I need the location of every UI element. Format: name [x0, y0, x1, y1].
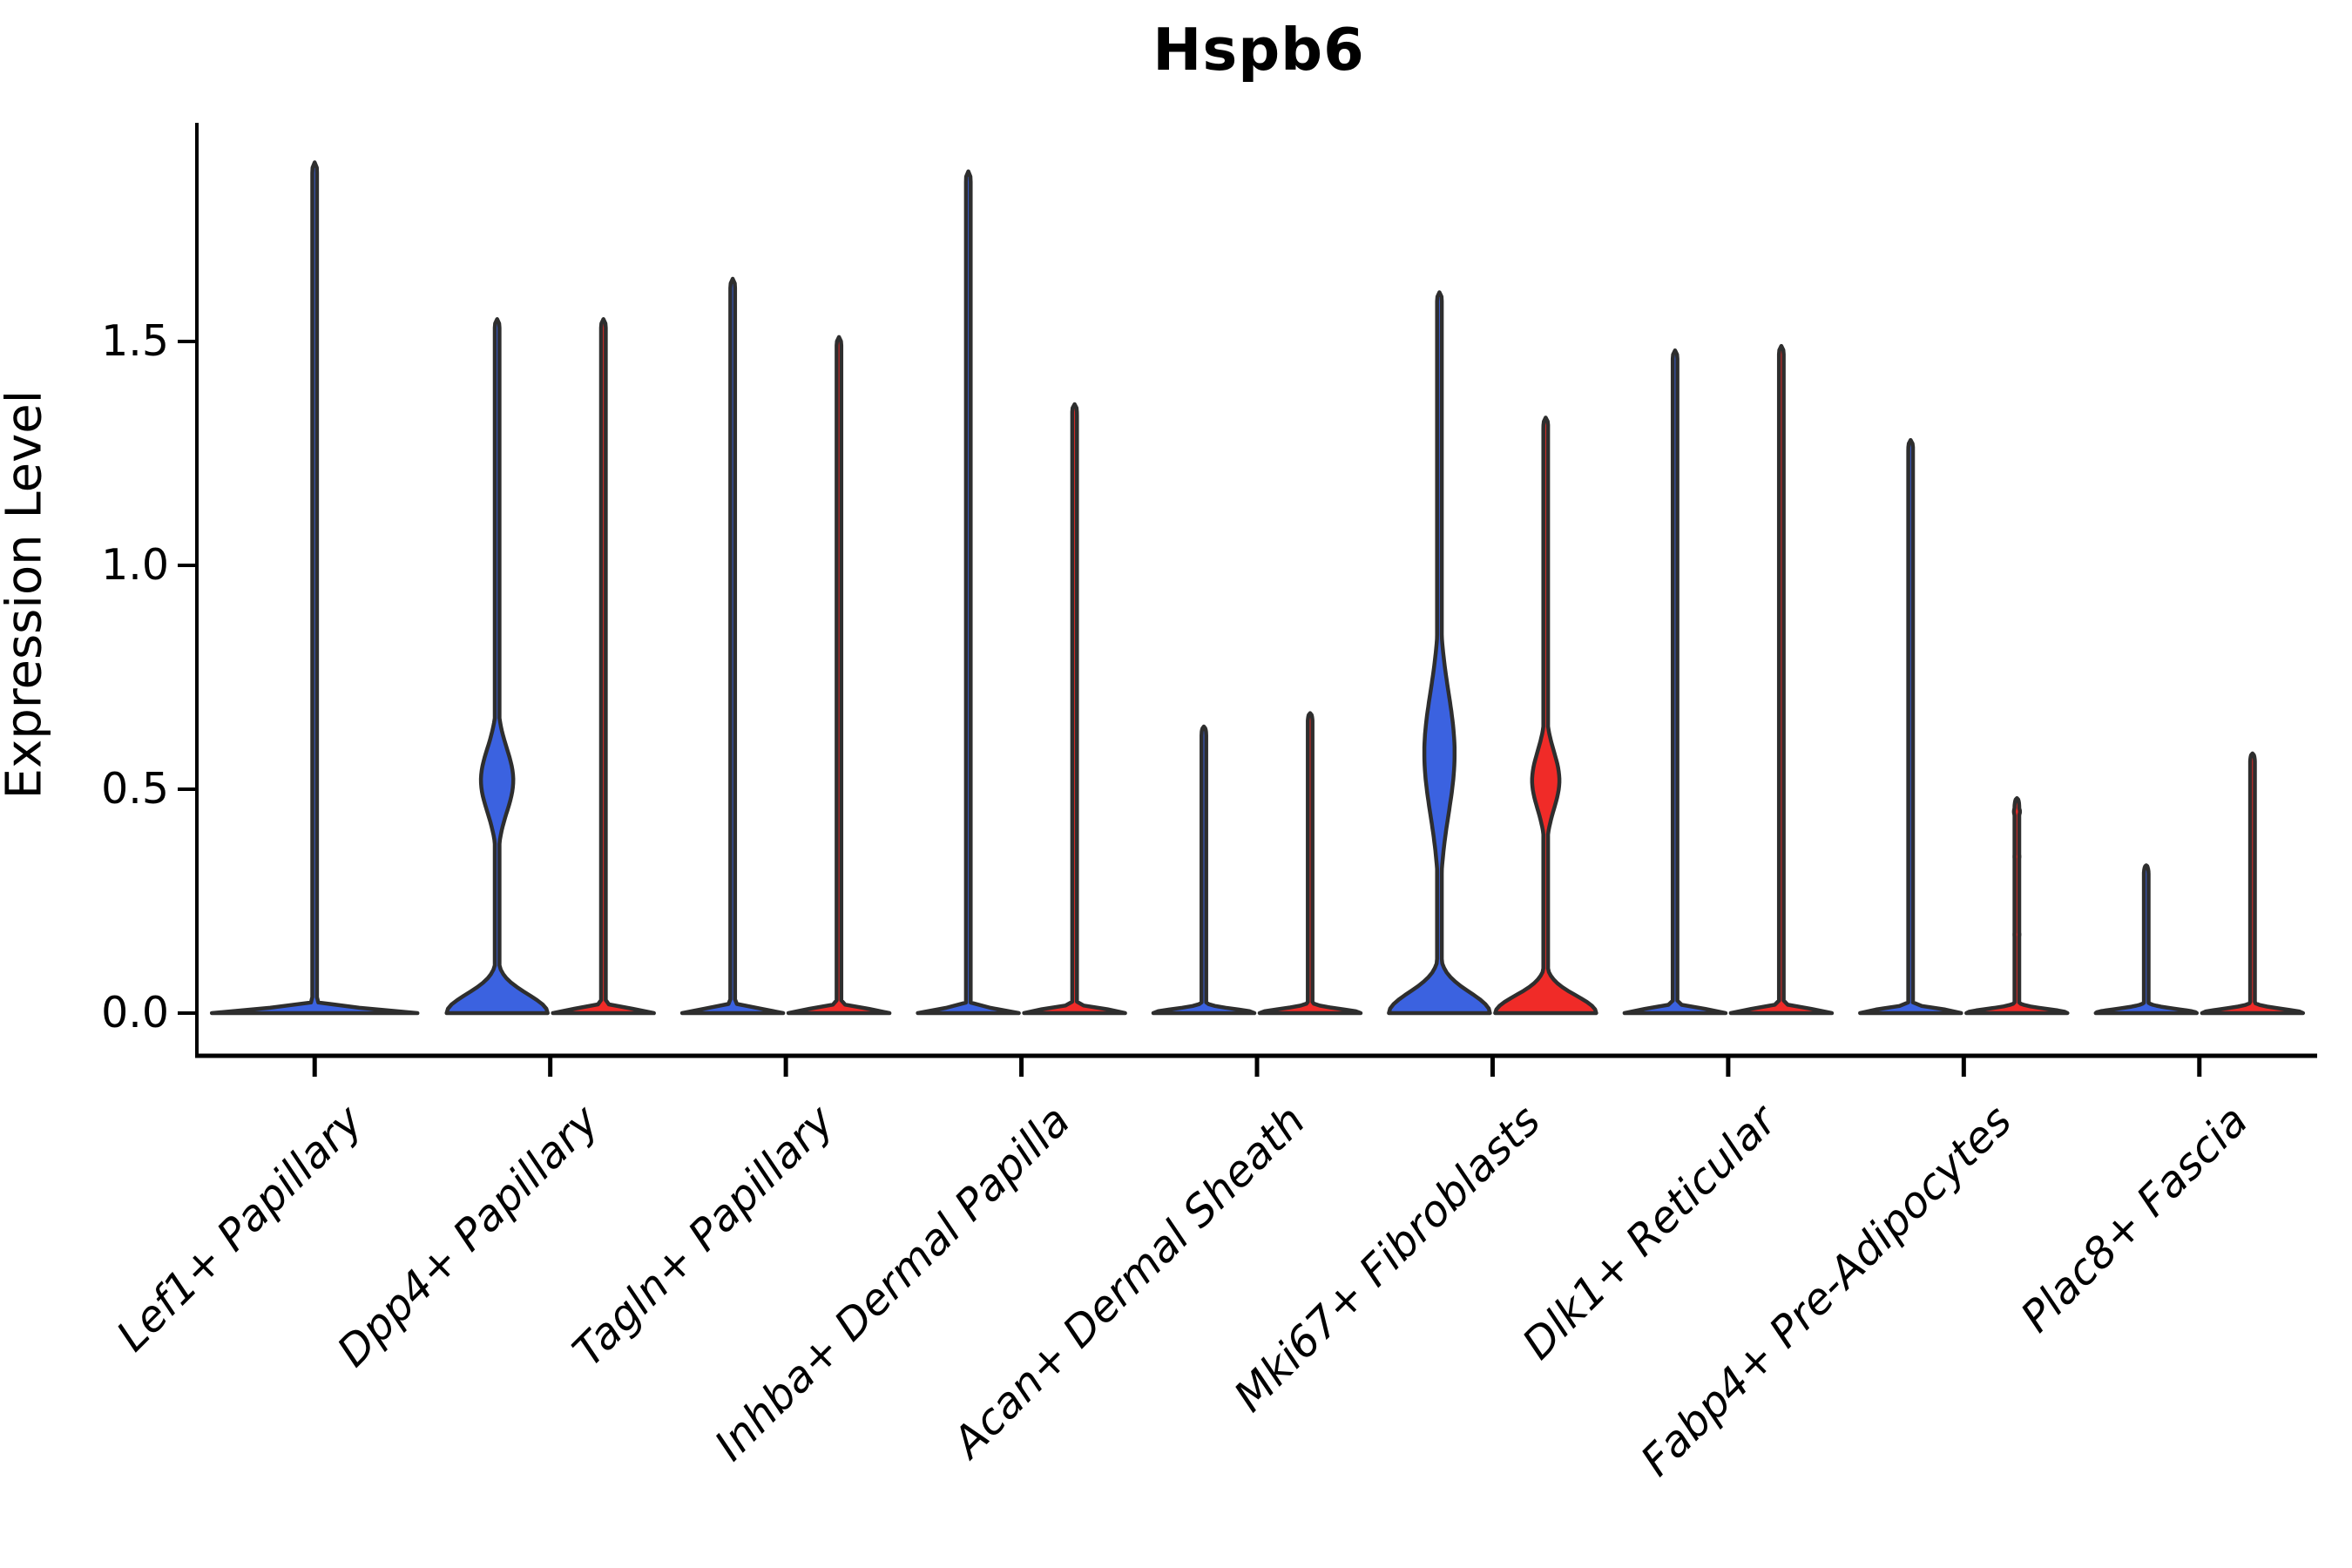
y-tick-label: 1.5	[101, 316, 169, 366]
violin-dpp4-left	[444, 317, 550, 1016]
violin-acan-left	[1151, 724, 1257, 1016]
violin-inhba-right	[1022, 402, 1127, 1016]
violin-dlk1-left	[1622, 348, 1728, 1016]
violin-inhba-left	[916, 169, 1021, 1016]
violin-tagln-right	[786, 335, 892, 1016]
violin-acan-right	[1257, 711, 1363, 1016]
y-tick-label: 1.0	[101, 540, 169, 590]
violin-dlk1-right	[1728, 343, 1835, 1016]
violin-dpp4-right	[551, 317, 656, 1016]
violin-fabp4-right	[1964, 796, 2070, 1016]
violin-lef1-center	[209, 160, 420, 1016]
violin-tagln-left	[679, 276, 786, 1016]
violin-fabp4-left	[1858, 437, 1963, 1016]
violin-plac8-left	[2093, 863, 2200, 1016]
violin-mki67-left	[1387, 290, 1492, 1016]
y-tick-label: 0.0	[101, 988, 169, 1037]
y-tick-label: 0.5	[101, 764, 169, 814]
chart-title: Hspb6	[1152, 16, 1365, 84]
violin-mki67-right	[1493, 416, 1598, 1016]
violin-plac8-right	[2200, 751, 2306, 1016]
